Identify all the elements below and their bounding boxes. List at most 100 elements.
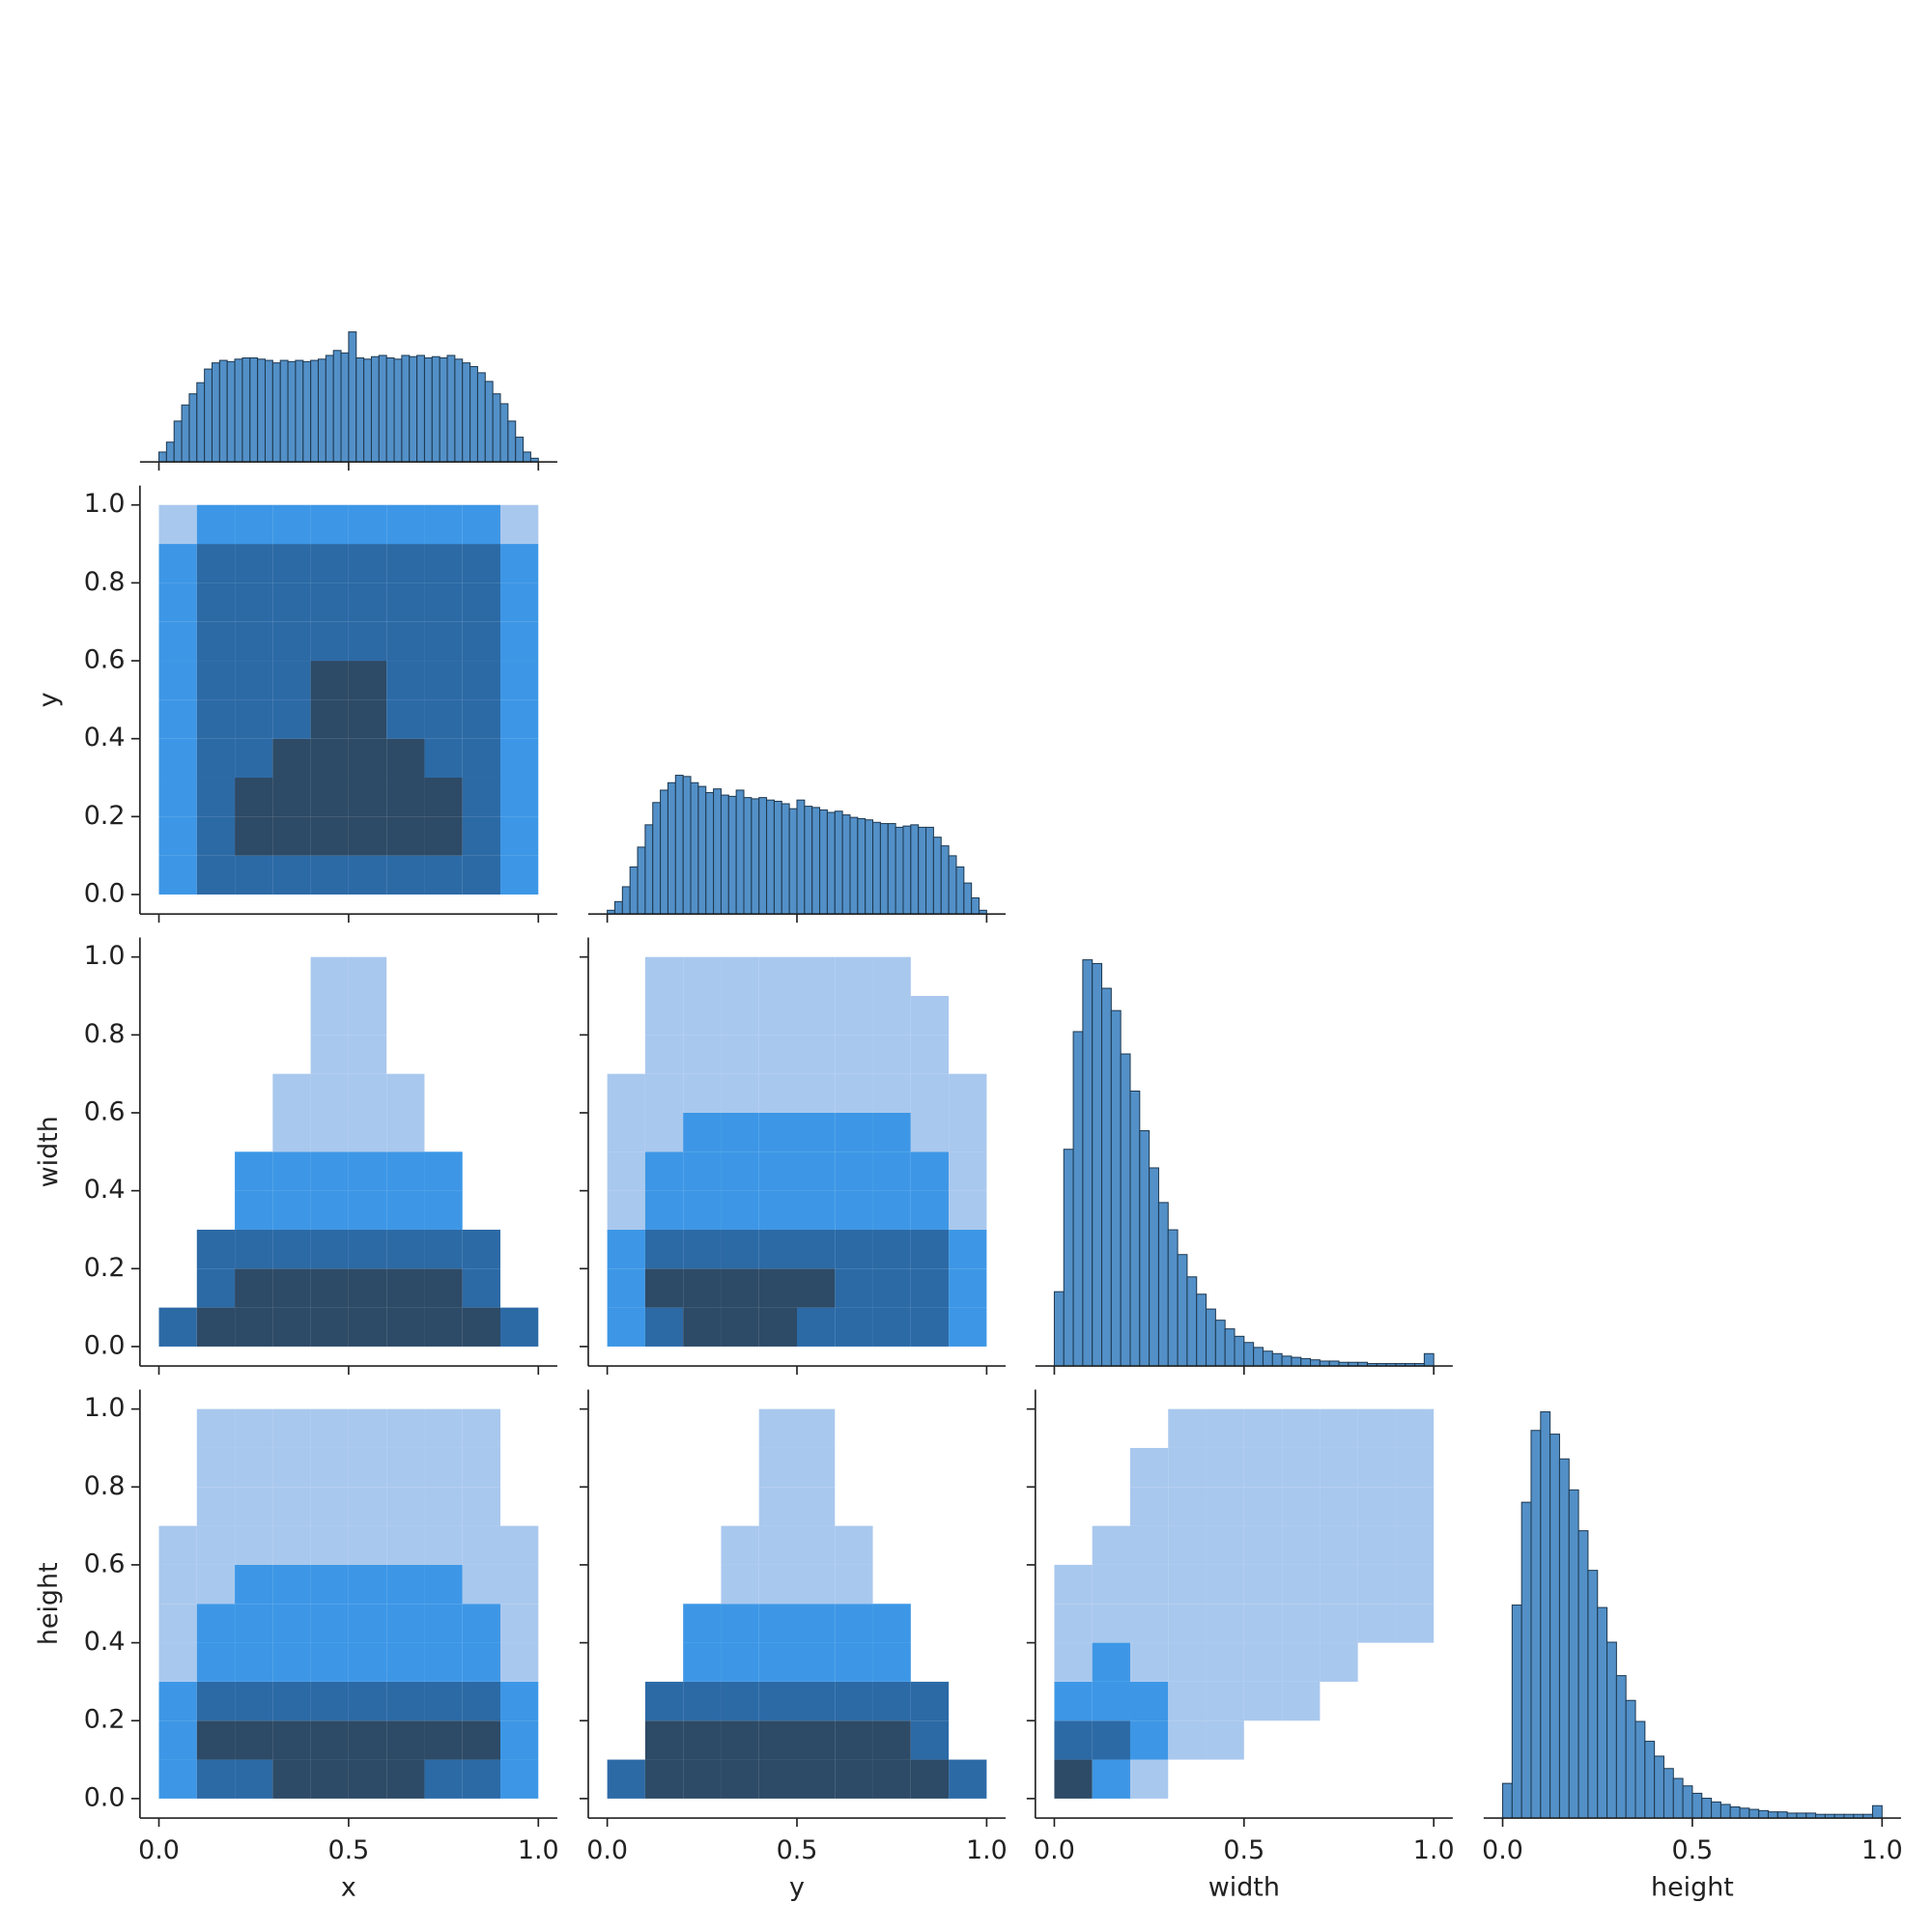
hist-bar — [157, 451, 167, 463]
heat-cell — [386, 1229, 425, 1269]
heat-cell — [949, 1565, 986, 1604]
heat-cell — [158, 1642, 197, 1682]
heat-cell — [386, 1564, 425, 1605]
heat-cell — [607, 1307, 645, 1347]
heat-cell — [1168, 1487, 1207, 1526]
heat-cell — [1129, 1720, 1169, 1760]
heat-cell — [462, 1759, 501, 1799]
y-tick-label: 0.8 — [84, 1471, 126, 1501]
heat-cell — [1358, 1760, 1396, 1799]
heat-cell — [235, 1408, 273, 1448]
heat-cell — [500, 1604, 539, 1643]
heat-cell — [235, 996, 272, 1035]
hist-bar — [1577, 1530, 1589, 1819]
hist-bar — [1739, 1807, 1750, 1819]
heat-cell — [1207, 1760, 1244, 1799]
heat-cell — [1396, 1760, 1434, 1799]
hist-bar — [865, 819, 874, 915]
y-tick-label: 0.4 — [84, 723, 126, 753]
hist-bar — [499, 403, 509, 463]
heat-cell — [196, 1307, 236, 1347]
hist-bar — [613, 900, 623, 915]
hist-bar — [1615, 1675, 1627, 1819]
hist-bar — [1072, 1031, 1084, 1367]
heat-cell — [310, 778, 349, 817]
heat-cell — [500, 1151, 538, 1190]
heat-cell — [835, 1307, 873, 1347]
heat-cell — [159, 1448, 197, 1487]
heat-cell — [721, 1151, 759, 1191]
hist-bar — [925, 826, 934, 915]
heat-cell — [348, 1268, 387, 1308]
heat-cell — [310, 699, 349, 739]
y-tick-label: 0.4 — [84, 1627, 126, 1657]
heat-cell — [424, 1642, 463, 1682]
heat-cell — [235, 1759, 273, 1799]
hist-bar — [416, 355, 425, 463]
heat-cell — [196, 1487, 236, 1526]
heat-cell — [1282, 1408, 1321, 1448]
hist-bar — [1310, 1359, 1321, 1367]
heat-cell — [949, 1682, 986, 1720]
heat-cell — [424, 816, 463, 856]
heat-cell — [949, 1151, 987, 1191]
heat-cell — [196, 1759, 236, 1799]
heat-cell — [797, 996, 836, 1036]
heat-cell — [235, 1268, 273, 1308]
heat-cell — [386, 1525, 425, 1565]
hist-bar — [751, 798, 760, 915]
heat-cell — [1282, 1760, 1320, 1799]
heat-cell — [310, 1604, 349, 1643]
hist-bar — [758, 797, 768, 915]
heat-cell — [462, 699, 501, 739]
hist-bar — [1196, 1293, 1208, 1367]
heat-cell — [196, 816, 236, 856]
heat-cell — [272, 661, 311, 700]
x-tick-label: 0.5 — [1223, 1835, 1264, 1865]
heat-cell — [1357, 1447, 1396, 1488]
heat-cell — [197, 1191, 235, 1230]
heat-cell — [797, 1073, 836, 1113]
heat-cell — [683, 1035, 722, 1074]
heat-cell — [462, 1307, 501, 1347]
heat-cell — [683, 1448, 721, 1487]
heat-cell — [462, 1447, 501, 1488]
heat-cell — [272, 1642, 311, 1682]
hist-bar — [1063, 1149, 1074, 1367]
heat-cell — [159, 957, 197, 996]
heat-cell — [644, 1229, 684, 1269]
hist-bar — [895, 826, 904, 915]
hist-bar — [234, 358, 243, 463]
heat-cell — [873, 1409, 911, 1448]
heat-cell — [1129, 1487, 1169, 1526]
heat-cell — [424, 582, 463, 622]
heat-cell — [348, 621, 387, 662]
y-axis-label: width — [34, 1116, 64, 1187]
heat-cell — [158, 1759, 197, 1799]
heat-cell — [462, 778, 501, 817]
heat-cell — [835, 1525, 873, 1565]
heat-cell — [500, 1035, 538, 1073]
hist-bar — [409, 355, 418, 463]
heat-cell — [272, 1229, 311, 1269]
heat-cell — [1320, 1447, 1358, 1488]
heat-cell — [235, 855, 273, 895]
heat-cell — [386, 699, 425, 739]
x-tick-label: 0.0 — [586, 1835, 628, 1865]
hist-bar — [697, 785, 707, 915]
heat-cell — [500, 1564, 539, 1605]
hist-bar — [819, 809, 828, 915]
heat-cell — [386, 1307, 425, 1347]
hist-bar — [773, 800, 782, 915]
heat-cell — [1168, 1447, 1207, 1488]
heat-cell — [462, 1268, 501, 1308]
heat-cell — [348, 1408, 387, 1448]
hist-bar — [804, 806, 813, 915]
heat-cell — [348, 1307, 387, 1347]
heat-cell — [758, 1487, 797, 1526]
hist-bar — [363, 358, 372, 463]
hist-bar — [332, 350, 342, 463]
heat-cell — [158, 582, 197, 622]
heat-cell — [462, 1229, 501, 1269]
hist-bar — [469, 365, 478, 463]
